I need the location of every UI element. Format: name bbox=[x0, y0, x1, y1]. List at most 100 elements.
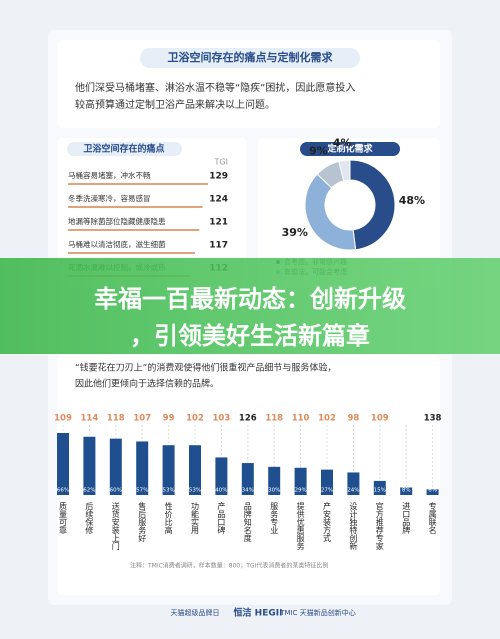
bar bbox=[136, 441, 149, 495]
bar bbox=[68, 183, 208, 185]
tgi-label: 102 bbox=[186, 414, 204, 424]
bar bbox=[294, 467, 307, 495]
bar bbox=[373, 480, 386, 495]
x-tick-label: 性价比高 bbox=[164, 501, 173, 535]
bar bbox=[268, 466, 281, 495]
value-label: 24% bbox=[347, 488, 359, 494]
value-label: 40% bbox=[215, 488, 227, 494]
note: 注释：TMIC消费者调研，样本数量：800；TGI代表消费者的某类特征比例 bbox=[130, 562, 328, 570]
value-label: 62% bbox=[83, 488, 95, 494]
left-card bbox=[57, 138, 247, 288]
tgi-label: 138 bbox=[424, 414, 442, 424]
tgi-label: 118 bbox=[265, 414, 283, 424]
value-label: 53% bbox=[162, 488, 174, 494]
value-label: 60% bbox=[110, 488, 122, 494]
banner bbox=[0, 258, 500, 354]
row-value: 129 bbox=[209, 172, 228, 182]
x-tick-label: 服务专业 bbox=[270, 502, 279, 534]
value-header: TGI bbox=[214, 158, 228, 167]
bar bbox=[162, 445, 175, 495]
tgi-label: 110 bbox=[292, 414, 310, 424]
x-tick-label: 专属联名 bbox=[428, 501, 437, 535]
bar bbox=[426, 489, 439, 495]
row-value: 117 bbox=[209, 241, 228, 251]
row-label: 马桶容易堵塞，冲水不畅 bbox=[68, 170, 151, 180]
tgi-label: 109 bbox=[54, 414, 72, 424]
bar bbox=[189, 445, 201, 495]
x-tick-label: 产安装方式 bbox=[323, 501, 332, 542]
row-value: 124 bbox=[209, 195, 228, 205]
logo: TMIC 天猫新品创新中心 bbox=[279, 608, 356, 617]
value-label: 15% bbox=[374, 488, 386, 494]
tgi-label: 114 bbox=[81, 414, 99, 424]
panel-title: 卫浴空间存在的痛点 bbox=[83, 143, 164, 155]
bar bbox=[68, 206, 203, 208]
paragraph-line: 因此他们更倾向于选择信赖的品牌。 bbox=[75, 378, 219, 390]
bar bbox=[68, 252, 195, 254]
row-label: 冬季洗澡寒冷，容易感冒 bbox=[68, 193, 151, 203]
paragraph-line: “钱要花在刀刃上”的消费观使得他们很重视产品细节与服务体验， bbox=[75, 362, 336, 374]
value-label: 27% bbox=[321, 488, 333, 494]
bar bbox=[83, 436, 96, 495]
row-label: 地漏等除菌部位隐藏健康隐患 bbox=[68, 216, 166, 226]
header-line: 较高预算通过定制卫浴产品来解决以上问题。 bbox=[75, 98, 275, 111]
value-label: 29% bbox=[294, 488, 306, 494]
donut-segment bbox=[338, 159, 351, 182]
bar bbox=[68, 229, 200, 231]
value-label: 8% bbox=[402, 488, 411, 494]
value-label: 53% bbox=[189, 488, 201, 494]
header-line: 他们深受马桶堵塞、淋浴水温不稳等“隐疾”困扰，因此愿意投入 bbox=[75, 81, 355, 94]
tgi-label: 103 bbox=[213, 414, 231, 424]
row-label: 马桶难以清洁彻底，滋生细菌 bbox=[68, 239, 166, 249]
value-label: 66% bbox=[57, 488, 69, 494]
x-tick-label: 产品口碑 bbox=[217, 501, 226, 535]
x-tick-label: 进口品牌 bbox=[402, 502, 411, 535]
value-label: 57% bbox=[136, 488, 148, 494]
bar bbox=[57, 433, 69, 495]
bar bbox=[215, 457, 228, 495]
tgi-label: 118 bbox=[107, 414, 125, 424]
donut-label: 4% bbox=[333, 136, 352, 149]
donut-segment bbox=[349, 159, 396, 251]
x-tick-label: 官方推荐专家 bbox=[375, 501, 384, 550]
panel-title-pill bbox=[300, 142, 400, 156]
row-value: 121 bbox=[209, 218, 228, 228]
bar bbox=[241, 463, 254, 495]
x-tick-label: 后续保修 bbox=[85, 501, 94, 535]
tgi-label: 109 bbox=[371, 414, 389, 424]
tgi-label: 99 bbox=[163, 414, 175, 424]
value-label: 30% bbox=[268, 488, 280, 494]
x-tick-label: 售后服务好 bbox=[138, 501, 147, 543]
x-tick-label: 提供优惠服务 bbox=[296, 501, 305, 551]
donut-label: 39% bbox=[282, 226, 308, 239]
donut-segment bbox=[304, 173, 357, 251]
logo: 天猫超级品牌日 bbox=[171, 608, 220, 617]
bar bbox=[109, 438, 122, 495]
header-title: 卫浴空间存在的痛点与定制化需求 bbox=[168, 50, 334, 64]
logo: 恒洁 HEGII bbox=[234, 607, 283, 619]
tgi-label: 107 bbox=[133, 414, 151, 424]
x-tick-label: 送货安装上门 bbox=[111, 501, 120, 551]
panel-title-pill bbox=[67, 142, 182, 156]
right-card bbox=[258, 138, 440, 288]
bar bbox=[321, 469, 333, 495]
banner-line: ，引领美好生活新篇章 bbox=[130, 322, 370, 350]
banner-line: 幸福一百最新动态：创新升级 bbox=[94, 285, 406, 313]
x-tick-label: 质量可靠 bbox=[59, 501, 68, 535]
panel-title: 定制化需求 bbox=[326, 143, 373, 155]
donut-label: 48% bbox=[399, 194, 425, 207]
title-pill bbox=[140, 48, 360, 68]
x-tick-label: 品牌知名度 bbox=[243, 502, 252, 543]
bar bbox=[400, 487, 413, 495]
x-tick-label: 功能实用 bbox=[191, 501, 200, 535]
value-label: 6% bbox=[428, 488, 437, 494]
x-tick-label: 设计独特创新 bbox=[349, 501, 358, 551]
tgi-label: 98 bbox=[347, 414, 359, 424]
donut-label: 9% bbox=[309, 145, 328, 158]
tgi-label: 102 bbox=[318, 414, 336, 424]
bar bbox=[347, 472, 360, 495]
value-label: 34% bbox=[242, 488, 254, 494]
tgi-label: 126 bbox=[239, 414, 257, 424]
